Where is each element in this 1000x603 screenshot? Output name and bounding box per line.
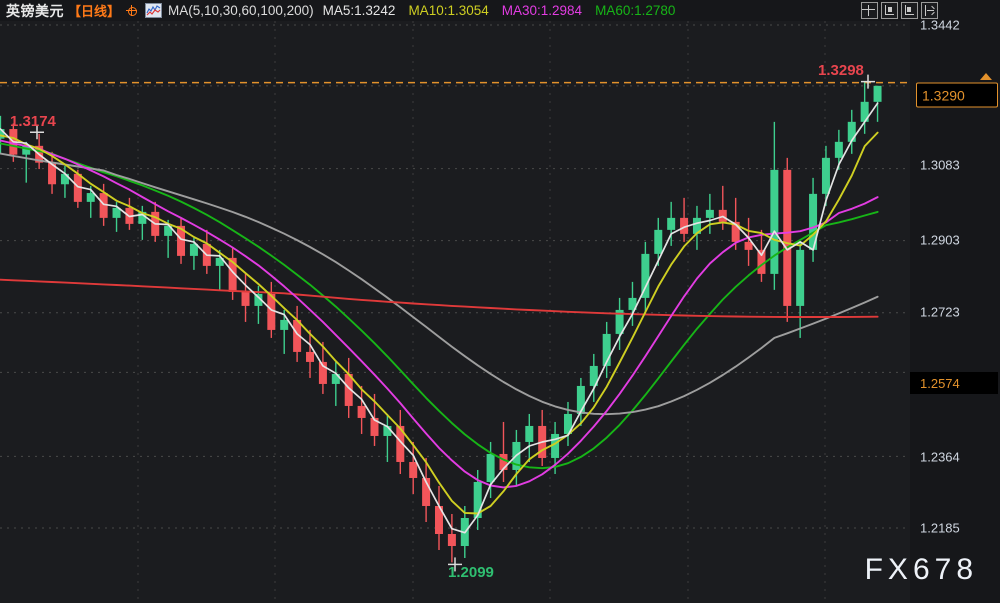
measure-right-icon[interactable]: [901, 2, 918, 19]
candlestick-plot[interactable]: 1.3298 1.2099 1.3174: [0, 21, 910, 603]
high-annotation: 1.3298: [818, 62, 864, 79]
price-arrow-icon: [980, 73, 992, 80]
measure-left-icon[interactable]: [881, 2, 898, 19]
axis-label: 1.2723: [920, 304, 960, 320]
crosshair-circle-icon[interactable]: [126, 5, 138, 16]
ma-params-label: MA(5,10,30,60,100,200): [168, 3, 314, 18]
mini-chart-icon[interactable]: [145, 3, 163, 18]
axis-label: 1.2364: [920, 449, 960, 465]
axis-label: 1.3442: [920, 17, 960, 33]
symbol-label: 英镑美元: [6, 2, 64, 19]
plot-canvas: [0, 21, 910, 603]
ma10-value: MA10:1.3054: [408, 3, 489, 18]
chart-toolbar: [861, 2, 938, 19]
ma60-value: MA60:1.2780: [595, 3, 676, 18]
axis-label: 1.2903: [920, 232, 960, 248]
axis-label: 1.3083: [920, 157, 960, 173]
crosshair-tool-icon[interactable]: [861, 2, 878, 19]
low-annotation: 1.2099: [448, 564, 494, 581]
price-axis[interactable]: 1.3442 1.3083 1.2903 1.2723 1.2364 1.2185 1.25…: [910, 17, 1000, 603]
left-price-annotation: 1.3174: [10, 113, 56, 130]
ma5-value: MA5:1.3242: [322, 3, 396, 18]
period-label: 【日线】: [68, 4, 121, 19]
current-price-box[interactable]: 1.3290: [916, 82, 998, 108]
chart-header: 英镑美元 【日线】 MA(5,10,30,60,100,200) MA5:1.3…: [0, 0, 1000, 21]
ma30-value: MA30:1.2984: [501, 3, 583, 18]
watermark: FX678: [864, 553, 978, 586]
axis-label: 1.2185: [920, 520, 960, 536]
axis-marker-price: 1.2574: [910, 372, 998, 394]
jump-to-last-icon[interactable]: [921, 2, 938, 19]
